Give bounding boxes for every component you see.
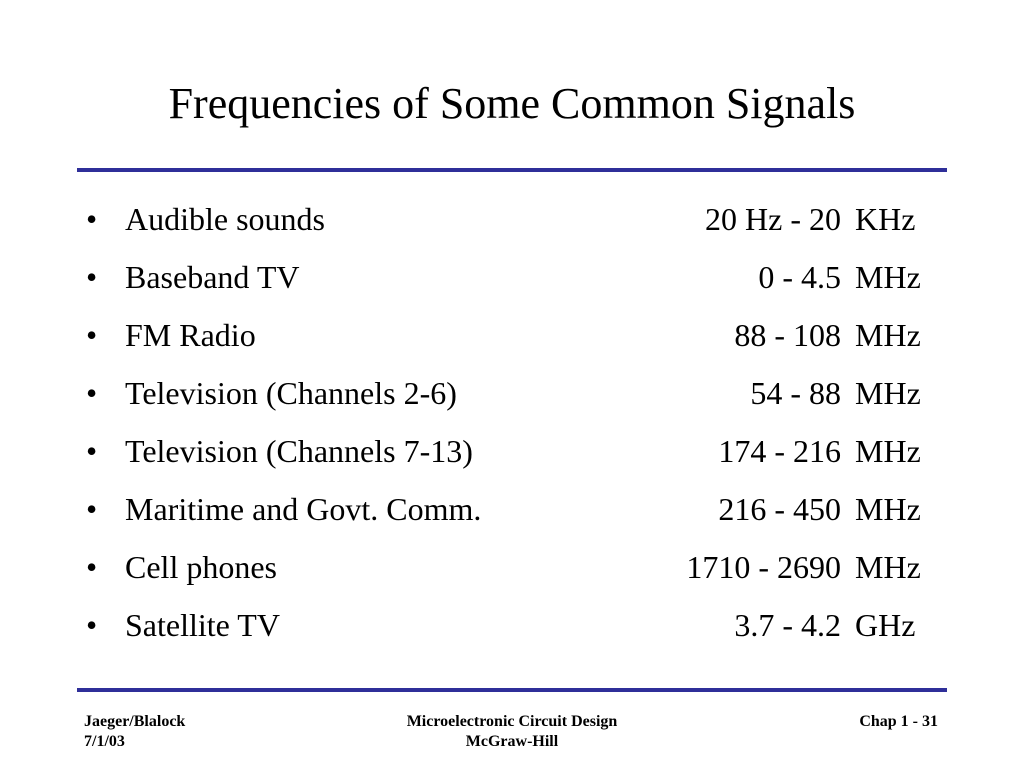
list-item: • Maritime and Govt. Comm. 216 - 450 MHz bbox=[0, 480, 1024, 538]
bullet-icon: • bbox=[86, 317, 98, 353]
signal-range: 0 - 4.5 bbox=[758, 259, 841, 295]
slide-title: Frequencies of Some Common Signals bbox=[168, 79, 856, 128]
bullet-icon: • bbox=[86, 433, 98, 469]
signal-range: 54 - 88 bbox=[750, 375, 841, 411]
bullet-icon: • bbox=[86, 201, 98, 237]
bullet-icon: • bbox=[86, 375, 98, 411]
signal-range: 1710 - 2690 bbox=[686, 549, 841, 585]
signal-unit: MHz bbox=[855, 491, 921, 527]
bullet-icon: • bbox=[86, 491, 98, 527]
title-divider bbox=[77, 168, 947, 172]
footer-page-block: Chap 1 - 31 bbox=[859, 712, 938, 732]
signal-unit: MHz bbox=[855, 375, 921, 411]
signal-label: Audible sounds bbox=[125, 201, 325, 237]
footer-authors: Jaeger/Blalock bbox=[84, 713, 186, 730]
signal-unit: MHz bbox=[855, 549, 921, 585]
footer-page-number: Chap 1 - 31 bbox=[859, 713, 938, 730]
bullet-icon: • bbox=[86, 259, 98, 295]
signal-range: 216 - 450 bbox=[718, 491, 841, 527]
signal-unit: KHz bbox=[855, 201, 916, 237]
signal-unit: MHz bbox=[855, 433, 921, 469]
signal-range: 20 Hz - 20 bbox=[705, 201, 841, 237]
list-item: • Cell phones 1710 - 2690 MHz bbox=[0, 538, 1024, 596]
signal-label: Baseband TV bbox=[125, 259, 300, 295]
signal-label: Television (Channels 7-13) bbox=[125, 433, 473, 469]
signal-label: Satellite TV bbox=[125, 607, 280, 643]
list-item: • Audible sounds 20 Hz - 20 KHz bbox=[0, 190, 1024, 248]
bullet-icon: • bbox=[86, 549, 98, 585]
list-item: • Television (Channels 2-6) 54 - 88 MHz bbox=[0, 364, 1024, 422]
list-item: • Television (Channels 7-13) 174 - 216 M… bbox=[0, 422, 1024, 480]
signal-range: 88 - 108 bbox=[734, 317, 841, 353]
signal-list: • Audible sounds 20 Hz - 20 KHz • Baseba… bbox=[0, 190, 1024, 654]
signal-unit: GHz bbox=[855, 607, 916, 643]
list-item: • Satellite TV 3.7 - 4.2 GHz bbox=[0, 596, 1024, 654]
footer-authors-block: Jaeger/Blalock 7/1/03 bbox=[84, 712, 185, 752]
list-item: • Baseband TV 0 - 4.5 MHz bbox=[0, 248, 1024, 306]
signal-range: 174 - 216 bbox=[718, 433, 841, 469]
footer-book-block: Microelectronic Circuit Design McGraw-Hi… bbox=[312, 712, 712, 752]
list-item: • FM Radio 88 - 108 MHz bbox=[0, 306, 1024, 364]
footer-divider bbox=[77, 688, 947, 692]
footer-date: 7/1/03 bbox=[84, 733, 125, 750]
signal-unit: MHz bbox=[855, 317, 921, 353]
footer-publisher: McGraw-Hill bbox=[465, 733, 559, 750]
signal-label: Maritime and Govt. Comm. bbox=[125, 491, 482, 527]
bullet-icon: • bbox=[86, 607, 98, 643]
signal-label: Television (Channels 2-6) bbox=[125, 375, 457, 411]
signal-label: FM Radio bbox=[125, 317, 256, 353]
signal-unit: MHz bbox=[855, 259, 921, 295]
signal-label: Cell phones bbox=[125, 549, 277, 585]
footer-book-title: Microelectronic Circuit Design bbox=[406, 713, 618, 730]
signal-range: 3.7 - 4.2 bbox=[734, 607, 841, 643]
